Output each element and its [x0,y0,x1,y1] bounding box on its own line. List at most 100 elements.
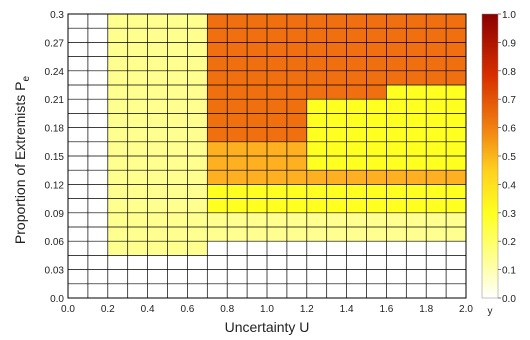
heatmap-cell [326,141,347,156]
heatmap-cell [187,170,208,185]
heatmap-cell [366,127,387,142]
heatmap-cell [446,28,466,43]
heatmap-cell [306,85,327,100]
heatmap-cell [346,99,367,114]
heatmap-cell [68,70,88,85]
heatmap-cell [267,184,287,199]
colorbar-tick-label: 0.3 [502,209,516,220]
heatmap-cell [346,198,367,213]
heatmap-cell [107,227,128,242]
heatmap-cell [306,156,327,171]
heatmap-cell [147,212,168,227]
heatmap-cell [167,156,188,171]
heatmap-cell [286,212,307,227]
heatmap-cell [267,127,287,142]
heatmap-cell [167,255,188,270]
heatmap-cell [346,227,367,242]
heatmap-cell [207,283,228,298]
colorbar-tick-label: 0.9 [502,38,516,49]
heatmap-cell [286,70,307,85]
heatmap-cell [366,241,387,256]
colorbar-tick-label: 1.0 [502,10,516,21]
heatmap-cell [426,269,447,284]
heatmap-cell [346,170,367,185]
heatmap-cell [446,170,466,185]
heatmap-cell [326,227,347,242]
heatmap-cell [267,227,287,242]
y-tick-label: 0.09 [45,209,65,220]
heatmap-cell [247,56,267,71]
heatmap-cell [147,127,168,142]
colorbar-tick-label: 0.1 [502,266,516,277]
heatmap-cell [227,255,248,270]
heatmap-cell [167,14,188,29]
heatmap-cell [326,28,347,43]
heatmap-cell [366,14,387,29]
heatmap-cell [207,14,228,29]
colorbar-tick-label: 0.0 [502,294,516,305]
heatmap-cell [346,14,367,29]
heatmap-cell [167,283,188,298]
heatmap-cell [87,141,108,156]
heatmap-cell [68,99,88,114]
heatmap-cell [386,14,407,29]
heatmap-cell [207,127,228,142]
heatmap-cell [187,255,208,270]
heatmap-cell [286,170,307,185]
heatmap-cell [366,113,387,128]
heatmap-cell [267,156,287,171]
heatmap-cell [247,283,267,298]
heatmap-cell [147,56,168,71]
heatmap-cell [167,28,188,43]
heatmap-cell [446,56,466,71]
heatmap-cell [87,170,108,185]
heatmap-cell [267,241,287,256]
heatmap-cell [167,42,188,57]
heatmap-cell [127,184,148,199]
heatmap-cell [207,70,228,85]
heatmap-cell [326,198,347,213]
heatmap-cell [426,14,447,29]
x-axis-ticks: 0.0 0.2 0.4 0.6 0.8 1.0 1.2 1.4 1.6 1.8 2.0 [61,304,473,315]
heatmap-cell [107,184,128,199]
heatmap-cell [386,127,407,142]
heatmap-cell [207,85,228,100]
x-tick-label: 1.2 [300,304,314,315]
x-tick-label: 0.8 [220,304,234,315]
heatmap-cell [87,56,108,71]
heatmap-cell [68,170,88,185]
colorbar [481,13,499,299]
heatmap-cell [426,56,447,71]
heatmap-cell [207,141,228,156]
heatmap-cell [68,14,88,29]
heatmap-cell [68,113,88,128]
heatmap-cell [406,56,427,71]
heatmap-cell [227,227,248,242]
heatmap-cell [267,14,287,29]
heatmap-cell [267,28,287,43]
heatmap-cell [306,198,327,213]
heatmap-cell [87,241,108,256]
y-tick-label: 0.3 [50,10,64,21]
heatmap-cell [346,127,367,142]
heatmap-cell [167,198,188,213]
heatmap-cell [107,255,128,270]
heatmap-cell [107,212,128,227]
heatmap-cell [227,14,248,29]
heatmap-cell [227,283,248,298]
heatmap-cell [306,56,327,71]
heatmap-cell [306,283,327,298]
heatmap-cell [147,141,168,156]
heatmap-cell [386,141,407,156]
heatmap-cell [286,113,307,128]
heatmap-cell [446,141,466,156]
heatmap-cell [306,241,327,256]
heatmap-cell [326,70,347,85]
heatmap-cell [446,283,466,298]
heatmap-cell [306,269,327,284]
heatmap-cell [107,269,128,284]
heatmap-cell [426,255,447,270]
plot-frame [67,13,467,299]
heatmap-cell [346,269,367,284]
heatmap-cell [406,156,427,171]
